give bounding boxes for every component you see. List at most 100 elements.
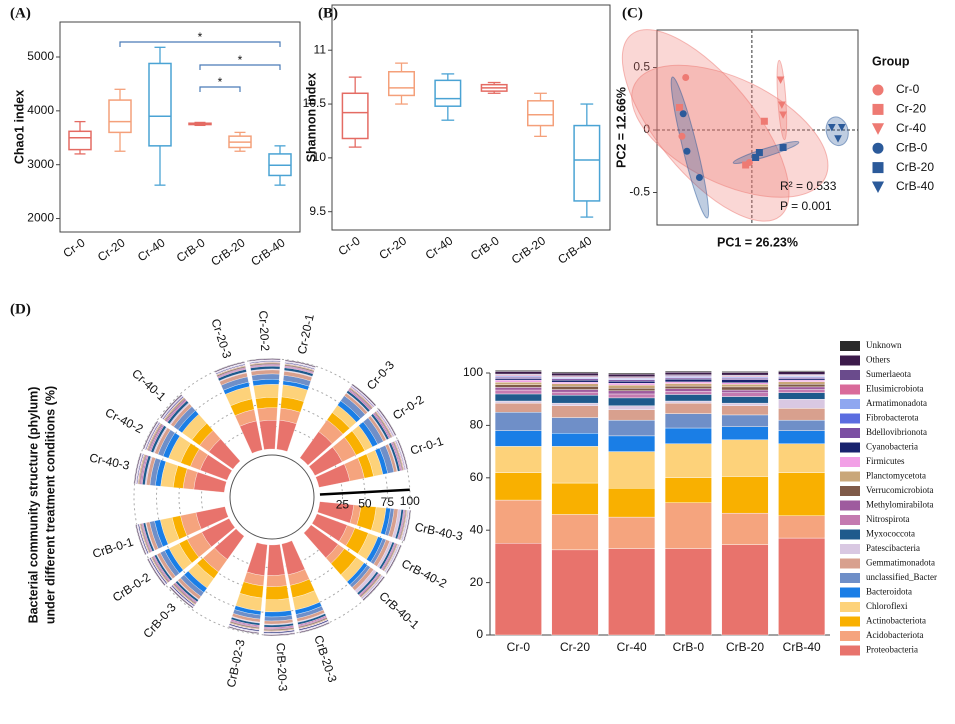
y-tick-label: 0 xyxy=(476,627,483,641)
legend-label: Actinobacteriota xyxy=(866,616,926,626)
legend-label: Patescibacteria xyxy=(866,543,920,553)
y-tick-label: 40 xyxy=(470,522,484,536)
point xyxy=(779,144,787,151)
legend-label: Cr-40 xyxy=(896,121,926,135)
bar-segment xyxy=(721,439,769,477)
legend-swatch xyxy=(840,529,860,540)
plot-frame xyxy=(656,29,859,226)
legend-label: Elusimicrobiota xyxy=(866,384,924,394)
box xyxy=(148,62,172,147)
bar-segment xyxy=(494,384,542,388)
confidence-ellipse xyxy=(825,116,849,147)
y-tick-label: 9.5 xyxy=(309,204,326,218)
sample-label: CrB-20-3 xyxy=(311,633,339,684)
x-tick-label: Cr-20 xyxy=(376,233,409,262)
legend-label: Verrucomicrobiota xyxy=(866,485,933,495)
x-tick-label: CrB-0 xyxy=(468,233,502,263)
bar-segment xyxy=(608,409,656,421)
bar-segment xyxy=(494,499,542,544)
bar-segment xyxy=(494,370,542,372)
point xyxy=(682,74,690,81)
bar-segment xyxy=(608,516,656,549)
bar-segment xyxy=(608,451,656,489)
bar-segment xyxy=(551,395,599,404)
bar-segment xyxy=(494,402,542,413)
legend-marker xyxy=(872,84,884,96)
box xyxy=(573,124,601,202)
legend-swatch xyxy=(840,457,860,467)
radial-segment xyxy=(403,510,412,542)
legend-swatch xyxy=(840,631,860,641)
bar-segment xyxy=(721,386,769,391)
point xyxy=(675,104,683,111)
x-tick-label: CrB-40 xyxy=(248,235,287,268)
panel-label: (A) xyxy=(10,5,31,21)
bar-segment xyxy=(608,548,656,636)
bar-segment xyxy=(608,488,656,518)
bar-segment xyxy=(664,391,712,395)
bar-segment xyxy=(551,482,599,515)
point xyxy=(678,132,686,140)
y-tick-label: -0.5 xyxy=(629,185,650,199)
bar-segment xyxy=(664,400,712,404)
radial-segment xyxy=(378,408,397,436)
legend-label: Armatimonadota xyxy=(866,398,927,408)
legend-label: CrB-40 xyxy=(896,179,934,193)
bar-segment xyxy=(664,427,712,444)
legend-swatch xyxy=(840,399,860,409)
bar-segment xyxy=(551,405,599,418)
bar-segment xyxy=(721,476,769,514)
radial-segment xyxy=(281,540,306,576)
legend-swatch xyxy=(840,515,860,525)
legend-label: Others xyxy=(866,355,890,365)
significance-label: * xyxy=(218,75,223,89)
center-hole xyxy=(229,454,315,540)
bar-segment xyxy=(721,544,769,636)
x-tick-label: CrB-20 xyxy=(208,235,247,268)
bar-segment xyxy=(608,387,656,392)
box xyxy=(527,100,554,127)
legend-swatch xyxy=(840,616,860,627)
r-tick-label: 75 xyxy=(381,495,395,509)
bar-segment xyxy=(664,381,712,384)
legend-marker xyxy=(872,142,884,154)
legend-marker xyxy=(872,103,884,115)
legend-swatch xyxy=(840,573,860,583)
y-tick-label: 4000 xyxy=(27,103,54,117)
legend-swatch xyxy=(840,544,860,554)
bar-segment xyxy=(494,378,542,381)
bar-segment xyxy=(608,372,656,375)
y-tick-label: 2000 xyxy=(27,211,54,225)
x-tick-label: CrB-20 xyxy=(509,233,548,266)
legend-label: Bacteroidota xyxy=(866,587,912,597)
point xyxy=(776,76,785,84)
bar-segment xyxy=(494,543,542,636)
legend-title: Group xyxy=(872,54,910,68)
legend-swatch xyxy=(840,587,860,598)
legend-label: Gemmatimonadota xyxy=(866,558,935,568)
legend-label: Acidobacteriota xyxy=(866,630,923,640)
sample-label: CrB-20-3 xyxy=(273,642,290,692)
bar-segment xyxy=(608,380,656,384)
bar-segment xyxy=(778,384,826,388)
legend-swatch xyxy=(840,486,860,496)
x-tick-label: Cr-0 xyxy=(60,235,87,260)
bar-segment xyxy=(494,446,542,473)
x-tick-label: Cr-40 xyxy=(423,233,456,262)
sample-label: CrB-40-1 xyxy=(376,589,422,632)
bar-segment xyxy=(721,426,769,441)
bar-segment xyxy=(551,379,599,383)
bar-segment xyxy=(494,400,542,404)
point xyxy=(755,149,763,156)
bar-segment xyxy=(608,383,656,386)
x-tick-label: Cr-0 xyxy=(507,640,531,654)
significance-bracket xyxy=(199,64,281,70)
radial-segment xyxy=(352,383,377,406)
legend-label: Myxococcota xyxy=(866,529,915,539)
y-tick-label: 3000 xyxy=(27,157,54,171)
plot-frame xyxy=(59,21,301,233)
radial-segment xyxy=(267,544,286,576)
sample-label: Cr-40-2 xyxy=(103,405,146,436)
legend-swatch xyxy=(840,355,860,366)
